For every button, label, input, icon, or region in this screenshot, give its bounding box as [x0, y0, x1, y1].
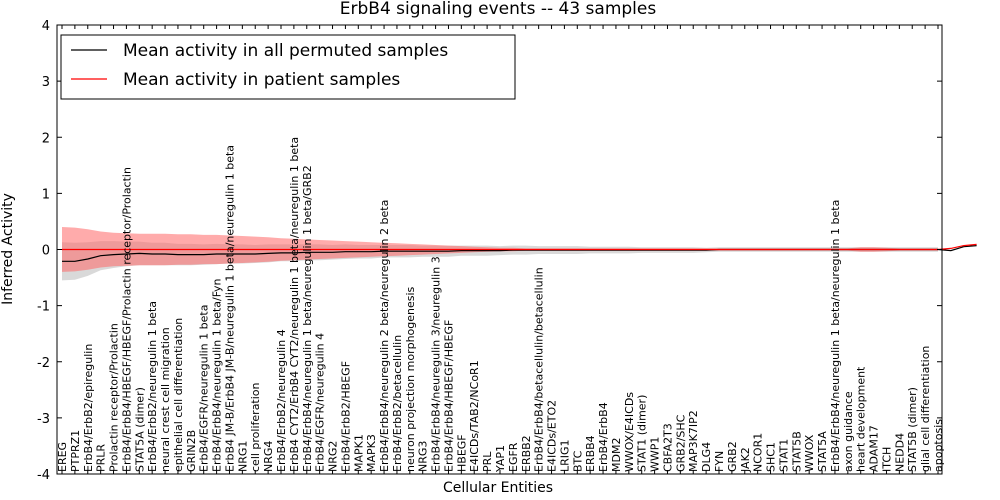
- x-tick-label: neuron projection morphogenesis: [404, 286, 417, 472]
- x-tick-label: STAT5B: [790, 431, 803, 472]
- x-tick-label: ErbB4/ErbB2/neuregulin 1 beta: [146, 301, 159, 472]
- x-tick-label: ErbB4/ErbB4/neuregulin 2 beta/neuregulin…: [378, 200, 391, 472]
- x-tick-label: WWOX/E4ICDs: [623, 392, 636, 472]
- x-tick-label: ErbB4/ErbB2/betacellulin: [391, 335, 404, 472]
- y-tick-label: -4: [37, 468, 50, 483]
- x-tick-label: YAP1: [494, 445, 507, 473]
- x-tick-label: ErbB4/ErbB4/HBEGF/HBEGF/Prolactin recept…: [120, 167, 133, 472]
- x-tick-label: Prolactin receptor/Prolactin: [108, 323, 121, 472]
- x-tick-label: glial cell differentiation: [919, 346, 932, 472]
- y-tick-label: -3: [37, 412, 50, 427]
- legend-box: [60, 34, 516, 100]
- x-tick-label: neural crest cell migration: [159, 327, 172, 472]
- x-tick-label: ERBB4: [584, 435, 597, 472]
- x-tick-label: NRG1: [236, 441, 249, 472]
- y-tick-label: -2: [37, 356, 50, 371]
- x-tick-label: DLG4: [700, 442, 713, 472]
- y-tick-label: 4: [42, 19, 50, 34]
- x-tick-label: axon guidance: [842, 391, 855, 472]
- x-tick-label: STAT1 (dimer): [636, 395, 649, 472]
- x-tick-label: MDM2: [610, 438, 623, 472]
- x-tick-label: CBFA2T3: [662, 423, 675, 472]
- y-axis-label: Inferred Activity: [0, 193, 16, 305]
- x-tick-label: ErbB4 JM-B/ErbB4 JM-B/neuregulin 1 beta/…: [224, 145, 237, 472]
- x-tick-label: ErbB4/EGFR/neuregulin 4: [314, 333, 327, 472]
- x-tick-label: JAK2: [739, 447, 752, 473]
- x-tick-label: NRG2: [327, 441, 340, 472]
- legend: Mean activity in all permuted samples Me…: [60, 34, 516, 100]
- x-tick-label: PRL: [481, 451, 494, 472]
- x-tick-label: LRIG1: [558, 439, 571, 472]
- x-tick-label: HBEGF: [455, 434, 468, 472]
- x-tick-label: heart development: [855, 366, 868, 472]
- x-tick-label: WWP1: [649, 437, 662, 472]
- x-tick-label: ErbB4/ErbB4/HBEGF/HBEGF: [443, 320, 456, 472]
- x-tick-label: NEDD4: [893, 433, 906, 472]
- x-tick-label: SHC1: [765, 442, 778, 472]
- x-tick-label: ErbB4/ErbB2/neuregulin 4: [275, 329, 288, 472]
- x-tick-label: WWOX: [803, 434, 816, 472]
- x-tick-label: GRB2: [726, 441, 739, 472]
- x-tick-label: MAPK1: [352, 434, 365, 472]
- x-tick-label: apoptosis: [932, 419, 945, 472]
- y-tick-label: 1: [42, 187, 50, 202]
- x-tick-label: cell proliferation: [249, 382, 262, 472]
- x-tick-label: FYN: [713, 451, 726, 472]
- chart-title: ErbB4 signaling events -- 43 samples: [340, 0, 657, 19]
- x-tick-label: STAT5A: [816, 431, 829, 472]
- plot-area: [57, 227, 977, 281]
- x-tick-label: EGFR: [507, 442, 520, 472]
- x-tick-label: ErbB4 CYT2/ErbB4 CYT2/neuregulin 1 beta/…: [288, 137, 301, 472]
- x-tick-label: ITCH: [881, 447, 894, 472]
- x-tick-label: ERBB2: [520, 435, 533, 472]
- x-tick-label: MAPK3: [365, 434, 378, 472]
- x-tick-label: ErbB4/ErbB4/neuregulin 3/neuregulin 3: [430, 256, 443, 472]
- x-tick-label: epithelial cell differentiation: [172, 318, 185, 472]
- x-tick-label: STAT1: [777, 439, 790, 472]
- x-tick-label: STAT5B (dimer): [906, 387, 919, 472]
- x-tick-label: E4ICDs/ETO2: [546, 400, 559, 472]
- y-tick-label: 2: [42, 131, 50, 146]
- x-tick-label: MAP3K7IP2: [687, 410, 700, 472]
- line-patient-samples: [62, 243, 977, 251]
- x-axis-label: Cellular Entities: [443, 480, 553, 496]
- x-tick-label: PTPRZ1: [69, 430, 82, 472]
- x-tick-label: NRG3: [417, 441, 430, 472]
- x-tick-label: EREG: [56, 442, 69, 472]
- x-tick-label: BTC: [571, 450, 584, 472]
- x-tick-label: NRG4: [262, 441, 275, 472]
- x-tick-label: NCOR1: [752, 433, 765, 472]
- x-tick-label: ErbB4/EGFR/neuregulin 1 beta: [198, 305, 211, 472]
- x-tick-label: GRIN2B: [185, 430, 198, 472]
- x-tick-label: ADAM17: [868, 425, 881, 472]
- x-tick-label: GRB2/SHC: [674, 414, 687, 472]
- x-tick-label: ErbB4/ErbB4/neuregulin 1 beta/Fyn: [211, 278, 224, 472]
- x-tick-label: ErbB4/ErbB4/neuregulin 1 beta/neuregulin…: [829, 200, 842, 472]
- y-tick-label: 0: [42, 244, 50, 259]
- legend-entry-permuted: Mean activity in all permuted samples: [123, 41, 448, 61]
- x-tick-label: STAT5A (dimer): [133, 387, 146, 472]
- x-tick-label: ErbB4/ErbB4/betacellulin/betacellulin: [533, 267, 546, 472]
- y-tick-label: 3: [42, 75, 50, 90]
- x-tick-label: ErbB4/ErbB4: [597, 402, 610, 472]
- x-tick-label: E4ICDs/TAB2/NCoR1: [468, 360, 481, 472]
- x-tick-label: ErbB4/ErbB2/HBEGF: [339, 361, 352, 472]
- x-tick-label: PRLR: [95, 444, 108, 472]
- legend-entry-patient: Mean activity in patient samples: [123, 70, 400, 90]
- x-tick-label: ErbB4/ErbB4/neuregulin 1 beta/neuregulin…: [301, 165, 314, 472]
- y-tick-label: -1: [37, 300, 50, 315]
- x-tick-label: ErbB4/ErbB2/epiregulin: [82, 344, 95, 472]
